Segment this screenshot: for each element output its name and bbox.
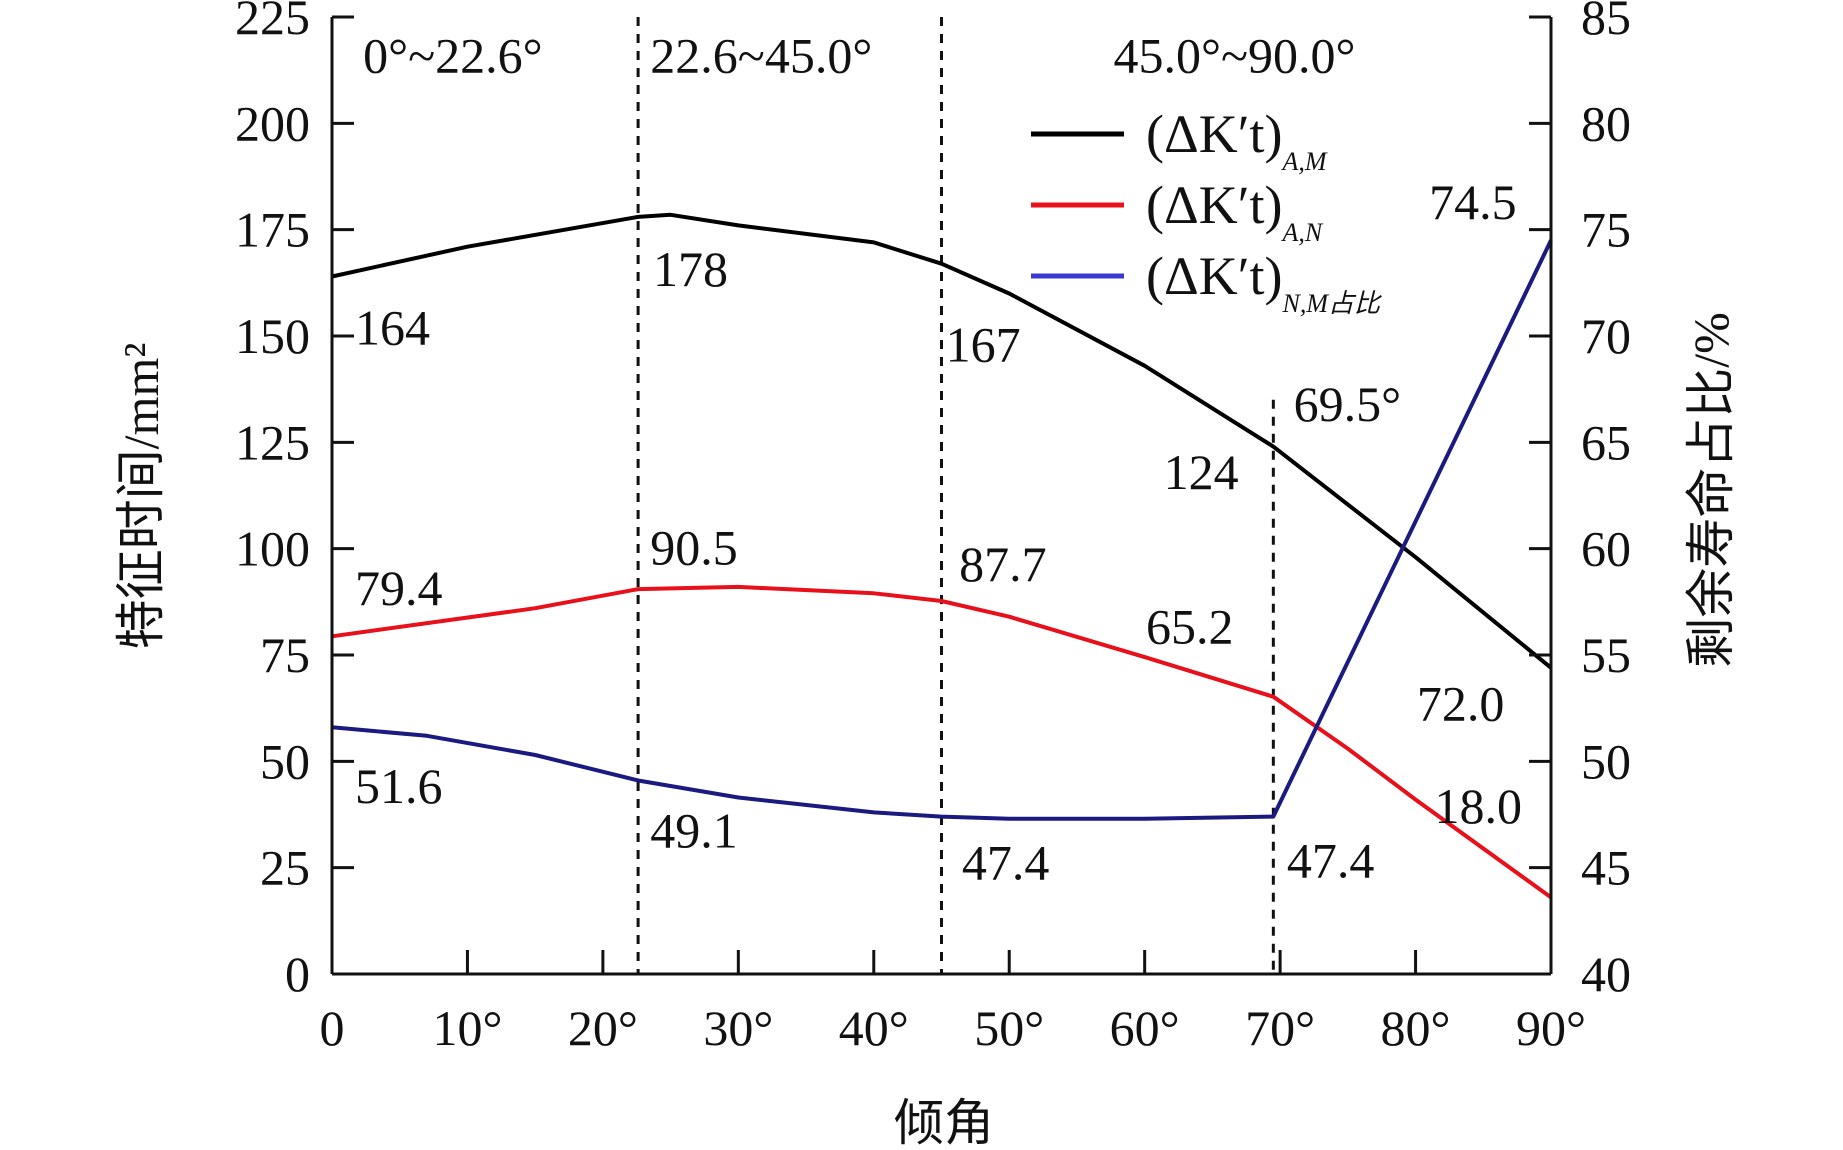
y-right-tick-label: 85 bbox=[1581, 0, 1631, 45]
legend-item: (ΔK′t)N,M占比 bbox=[1031, 246, 1382, 318]
data-label: 178 bbox=[653, 241, 728, 297]
y-left-tick-label: 0 bbox=[285, 946, 310, 1002]
x-axis-label: 倾角 bbox=[894, 1095, 994, 1150]
series-line-am bbox=[331, 212, 1553, 670]
legend-label-main: (ΔK′t) bbox=[1146, 175, 1283, 235]
legend-label: (ΔK′t)N,M占比 bbox=[1146, 246, 1382, 318]
y-right-tick-label: 80 bbox=[1581, 95, 1631, 151]
y-right-tick-label: 40 bbox=[1581, 946, 1631, 1002]
series-line-an bbox=[331, 584, 1553, 900]
y-right-tick-label: 75 bbox=[1581, 202, 1631, 258]
x-tick-label: 50° bbox=[974, 1000, 1044, 1056]
data-label: 47.4 bbox=[962, 835, 1050, 891]
data-label: 164 bbox=[355, 300, 430, 356]
axes: 0 10° 20° 30° 40° 50° 60° 70° 80° 90° 0 25 50 75 100 12… bbox=[235, 0, 1631, 1056]
data-label: 45.0°~90.0° bbox=[1114, 27, 1356, 83]
y-left-tick-label: 75 bbox=[260, 627, 310, 683]
y-right-tick-label: 60 bbox=[1581, 521, 1631, 577]
data-label: 69.5° bbox=[1294, 376, 1402, 432]
data-label: 124 bbox=[1164, 444, 1239, 500]
data-label: 72.0 bbox=[1417, 676, 1505, 732]
data-label: 0°~22.6° bbox=[363, 27, 543, 83]
x-tick-label: 10° bbox=[432, 1000, 502, 1056]
y-left-tick-label: 150 bbox=[235, 308, 310, 364]
y-left-tick-label: 175 bbox=[235, 202, 310, 258]
data-label: 90.5 bbox=[650, 519, 738, 575]
y-left-tick-label: 25 bbox=[260, 840, 310, 896]
x-tick-label: 0 bbox=[320, 1000, 345, 1056]
x-tick-label: 70° bbox=[1245, 1000, 1315, 1056]
legend-item: (ΔK′t)A,N bbox=[1031, 175, 1324, 247]
region-dividers bbox=[636, 17, 1275, 974]
y-right-tick-label: 45 bbox=[1581, 840, 1631, 896]
y-left-tick-label: 100 bbox=[235, 521, 310, 577]
data-label: 22.6~45.0° bbox=[650, 27, 872, 83]
legend-label: (ΔK′t)A,N bbox=[1146, 175, 1324, 247]
legend-label-subscript: N,M占比 bbox=[1282, 289, 1383, 318]
annotations: 0°~22.6° 22.6~45.0° 45.0°~90.0° 164 178 167 69… bbox=[355, 27, 1522, 890]
data-label: 47.4 bbox=[1287, 832, 1375, 888]
legend-label-subscript: A,N bbox=[1281, 218, 1324, 247]
data-label: 51.6 bbox=[355, 758, 443, 814]
y-right-tick-label: 65 bbox=[1581, 414, 1631, 470]
legend-label-main: (ΔK′t) bbox=[1146, 246, 1283, 306]
y-right-tick-label: 55 bbox=[1581, 627, 1631, 683]
y-left-tick-label: 50 bbox=[260, 733, 310, 789]
x-tick-label: 40° bbox=[839, 1000, 909, 1056]
data-label: 167 bbox=[946, 317, 1021, 373]
y-right-tick-label: 50 bbox=[1581, 733, 1631, 789]
y-left-tick-label: 200 bbox=[235, 95, 310, 151]
data-label: 87.7 bbox=[959, 536, 1047, 592]
x-tick-label: 20° bbox=[568, 1000, 638, 1056]
data-label: 79.4 bbox=[355, 560, 443, 616]
x-tick-label: 30° bbox=[703, 1000, 773, 1056]
series-line-nm bbox=[331, 239, 1553, 821]
data-label: 74.5 bbox=[1429, 174, 1517, 230]
y-left-tick-label: 225 bbox=[235, 0, 310, 45]
data-label: 65.2 bbox=[1146, 599, 1234, 655]
x-tick-label: 60° bbox=[1110, 1000, 1180, 1056]
series-lines bbox=[331, 212, 1553, 900]
legend-item: (ΔK′t)A,M bbox=[1031, 104, 1328, 176]
y-right-tick-label: 70 bbox=[1581, 308, 1631, 364]
y-left-tick-label: 125 bbox=[235, 414, 310, 470]
legend-label-subscript: A,M bbox=[1281, 147, 1328, 176]
data-label: 49.1 bbox=[650, 803, 738, 859]
data-label: 18.0 bbox=[1435, 778, 1523, 834]
x-tick-label: 90° bbox=[1516, 1000, 1586, 1056]
y-axis-left-label: 特征时间/mm² bbox=[113, 343, 169, 650]
legend-label-main: (ΔK′t) bbox=[1146, 104, 1283, 164]
x-tick-label: 80° bbox=[1381, 1000, 1451, 1056]
y-axis-right-label: 剩余寿命占比/% bbox=[1683, 312, 1739, 668]
legend-label: (ΔK′t)A,M bbox=[1146, 104, 1328, 176]
legend: (ΔK′t)A,M(ΔK′t)A,N(ΔK′t)N,M占比 bbox=[1031, 104, 1382, 318]
